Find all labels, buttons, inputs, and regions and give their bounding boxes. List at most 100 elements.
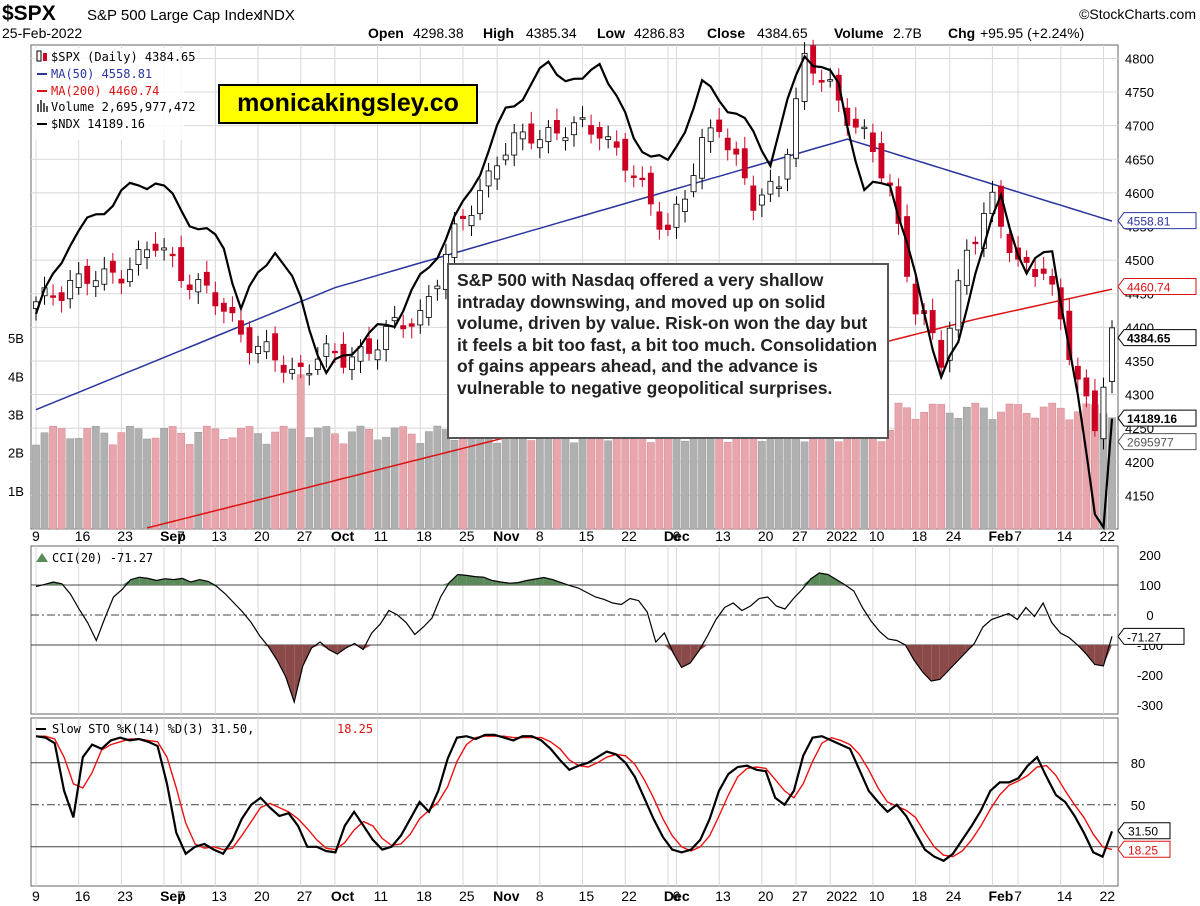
candle-body [553, 120, 560, 134]
x-tick-label: 20 [758, 888, 774, 904]
candle-body [963, 249, 970, 286]
sto-k-line [35, 733, 1114, 863]
cci-tick-label: -300 [1137, 698, 1163, 713]
candle-body [92, 280, 99, 287]
volume-bar [66, 438, 75, 530]
candle-body [161, 247, 168, 251]
svg-text:$SPX (Daily) 4384.65: $SPX (Daily) 4384.65 [51, 50, 196, 64]
volume-bar [928, 403, 937, 530]
x-tick-label: 27 [792, 528, 808, 544]
volume-bar [826, 430, 835, 530]
candle-body [502, 154, 509, 161]
volume-bar [177, 432, 186, 530]
x-tick-label: 18 [912, 528, 928, 544]
volume-bar [962, 406, 971, 530]
svg-text:MA(200) 4460.74: MA(200) 4460.74 [51, 84, 159, 98]
volume-bar [570, 442, 578, 530]
candle-body [1109, 327, 1115, 382]
volume-bar [305, 437, 314, 530]
ma200-price-tag-box [1117, 278, 1197, 296]
candle-body [793, 98, 799, 159]
candle-body [400, 325, 407, 330]
x-tick-label: 16 [75, 528, 91, 544]
x-tick-label: 15 [579, 528, 595, 544]
cci-overbought-fill [199, 579, 209, 585]
x-tick-label: Feb [988, 528, 1013, 544]
ohlc-readout: Open 4298.38 High 4385.34 Low 4286.83 Cl… [368, 25, 1084, 41]
candle-body [314, 358, 321, 370]
cci-overbought-fill [466, 575, 476, 585]
volume-bar [945, 412, 954, 530]
volume-tick-label: 5B [8, 331, 24, 346]
svg-text:2.7B: 2.7B [893, 25, 922, 41]
candle-body [152, 243, 159, 251]
x-tick-label: 13 [211, 888, 227, 904]
x-tick-label: 20 [254, 528, 270, 544]
candle-body [758, 194, 765, 206]
candle-body [67, 280, 74, 300]
exchange-label: INDX [259, 7, 295, 24]
candle-body [101, 268, 108, 285]
ma50-line [35, 138, 1113, 411]
candle-body [707, 127, 714, 142]
cci-tick-label: 100 [1139, 578, 1161, 593]
cci-panel [30, 545, 1119, 715]
candle-body [126, 269, 133, 283]
cci-oversold-fill [914, 645, 923, 672]
volume-bar [655, 430, 664, 530]
volume-bar [245, 426, 254, 530]
volume-bar [254, 433, 262, 530]
cci-overbought-fill [182, 578, 191, 585]
volume-bar [886, 430, 894, 530]
candle-body [391, 317, 398, 322]
candle-body [212, 292, 219, 307]
candle-body [1083, 377, 1090, 397]
x-tick-label: 13 [715, 528, 731, 544]
candle-body [1074, 365, 1081, 380]
volume-bar [373, 439, 382, 530]
svg-text:MA(50) 4558.81: MA(50) 4558.81 [51, 67, 152, 81]
x-tick-label: 23 [117, 528, 133, 544]
volume-bar [535, 436, 544, 530]
volume-bar [749, 429, 758, 530]
price-tick-label: 4650 [1125, 152, 1154, 167]
x-tick-label: 2022 [826, 528, 857, 544]
candle-body [1006, 233, 1013, 253]
candle-body [818, 79, 825, 83]
cci-oversold-fill [922, 645, 932, 681]
volume-bar [578, 430, 587, 530]
svg-text:4384.65: 4384.65 [757, 25, 808, 41]
candle-body [238, 320, 244, 335]
candle-body [929, 310, 936, 334]
x-tick-label: 27 [297, 888, 313, 904]
candle-body [289, 369, 296, 374]
svg-text:Chg: Chg [948, 25, 975, 41]
candle-body [724, 137, 731, 151]
candle-body [741, 148, 748, 179]
price-tick-label: 4600 [1125, 186, 1154, 201]
x-tick-label: 7 [177, 888, 185, 904]
volume-bar [501, 431, 510, 530]
candle-body [203, 271, 210, 286]
volume-bar [382, 436, 391, 530]
volume-tick-label: 4B [8, 369, 24, 384]
cci-overbought-fill [173, 578, 183, 585]
volume-bar [32, 444, 40, 530]
candle-body [776, 186, 782, 189]
ma50-price-tag: 4558.81 [1127, 215, 1171, 229]
cci-overbought-fill [802, 579, 811, 585]
stochastic-legend: Slow STO %K(14) %D(3) 31.50, 18.25 [36, 722, 373, 736]
x-tick-label: Nov [493, 528, 520, 544]
close-price-tag: 4384.65 [1127, 332, 1171, 346]
volume-bar [1073, 411, 1082, 530]
cci-oversold-fill [681, 645, 691, 668]
ma200-price-tag: 4460.74 [1127, 281, 1171, 295]
cci-tick-label: -200 [1137, 668, 1163, 683]
candle-body [263, 341, 270, 353]
chart-date: 25-Feb-2022 [2, 25, 82, 41]
volume-bar [322, 426, 331, 530]
volume-bar [108, 444, 117, 530]
candle-body [639, 177, 646, 181]
price-tick-label: 4200 [1125, 455, 1154, 470]
x-tick-label: 25 [459, 528, 475, 544]
